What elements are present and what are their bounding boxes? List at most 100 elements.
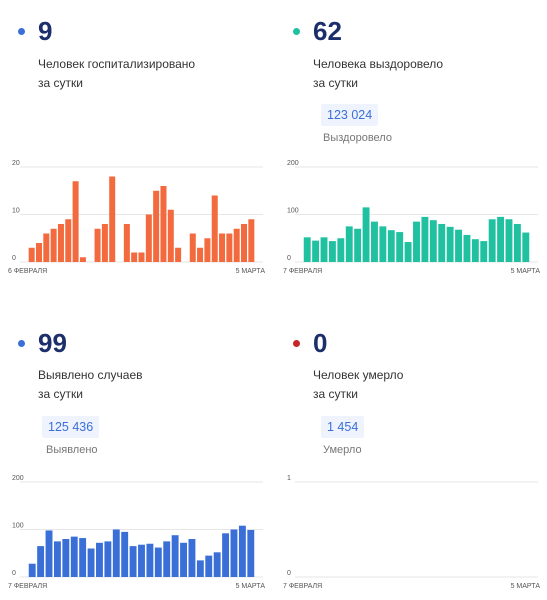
daily-description: Выявлено случаев за сутки xyxy=(38,366,258,404)
bar xyxy=(160,186,167,262)
bar xyxy=(248,219,255,262)
bar xyxy=(189,233,196,262)
bar xyxy=(167,209,174,262)
bar xyxy=(57,224,64,262)
daily-bar-chart: 0 100 200 7 ФЕВРАЛЯ 5 МАРТА xyxy=(283,160,541,275)
bar xyxy=(222,533,230,577)
y-tick-label: 200 xyxy=(287,160,299,167)
bar xyxy=(96,542,103,577)
bar xyxy=(196,560,204,577)
bar xyxy=(226,233,233,262)
total-count: 123 024 xyxy=(321,104,379,126)
bar xyxy=(45,530,53,577)
daily-value: 62 xyxy=(313,16,342,46)
bar xyxy=(153,190,160,262)
bar xyxy=(104,541,112,577)
x-end-label: 5 МАРТА xyxy=(236,583,266,590)
bar xyxy=(387,230,395,262)
bar xyxy=(145,214,152,262)
bar xyxy=(429,220,437,262)
bar xyxy=(121,531,129,577)
bar xyxy=(43,233,50,262)
daily-bar-chart: 0 10 20 6 ФЕВРАЛЯ 5 МАРТА xyxy=(8,160,265,275)
status-dot xyxy=(293,340,300,347)
y-tick-label: 100 xyxy=(287,208,299,215)
description-line-1: Выявлено случаев xyxy=(38,368,143,382)
bar xyxy=(345,226,353,262)
bar xyxy=(109,176,116,262)
y-tick-label: 0 xyxy=(12,255,16,262)
daily-description: Человек умерло за сутки xyxy=(313,366,533,404)
bar xyxy=(163,541,171,577)
bar xyxy=(204,238,211,262)
description-line-2: за сутки xyxy=(313,76,358,90)
status-dot xyxy=(18,340,25,347)
daily-bar-chart: 0 1 7 ФЕВРАЛЯ 5 МАРТА xyxy=(283,475,540,590)
bar xyxy=(205,555,213,577)
status-dot xyxy=(293,28,300,35)
total-label: Выявлено xyxy=(46,444,98,456)
bar xyxy=(230,529,238,577)
bar xyxy=(129,546,137,577)
bar xyxy=(219,233,226,262)
bar xyxy=(101,224,108,262)
description-line-2: за сутки xyxy=(38,387,83,401)
bar xyxy=(413,221,420,262)
bar xyxy=(175,247,182,262)
bar xyxy=(513,224,521,262)
bar xyxy=(404,242,412,262)
bar xyxy=(211,195,218,262)
bar xyxy=(463,234,471,262)
total-count: 125 436 xyxy=(42,416,100,438)
bar xyxy=(197,247,204,262)
bar xyxy=(446,226,454,262)
bar xyxy=(233,228,240,262)
x-start-label: 7 ФЕВРАЛЯ xyxy=(283,268,322,275)
bar xyxy=(247,529,255,577)
description-line-1: Человек госпитализировано xyxy=(38,57,196,71)
bar xyxy=(154,547,162,577)
bar xyxy=(488,219,496,262)
bar xyxy=(328,241,336,262)
bar xyxy=(188,539,196,577)
x-start-label: 7 ФЕВРАЛЯ xyxy=(8,583,47,590)
x-start-label: 6 ФЕВРАЛЯ xyxy=(8,268,47,275)
bar xyxy=(241,224,248,262)
bar xyxy=(312,240,320,262)
bar xyxy=(480,241,488,262)
y-tick-label: 0 xyxy=(12,570,16,577)
bar xyxy=(70,536,78,577)
bar xyxy=(65,219,72,262)
bar xyxy=(421,216,429,262)
x-end-label: 5 МАРТА xyxy=(511,268,541,275)
bar xyxy=(138,544,145,577)
bar xyxy=(505,219,513,262)
total-label: Умерло xyxy=(323,444,362,456)
bar xyxy=(35,243,42,262)
description-line-1: Человека выздоровело xyxy=(313,57,444,71)
stat-panel-detected: 99 Выявлено случаев за сутки 125 436 Выя… xyxy=(0,300,272,600)
total-count: 1 454 xyxy=(321,416,365,438)
bar xyxy=(455,229,462,262)
bar xyxy=(337,238,345,262)
bar xyxy=(362,207,370,262)
y-tick-label: 0 xyxy=(287,255,291,262)
bar xyxy=(37,546,45,577)
status-dot xyxy=(18,28,25,35)
bar xyxy=(87,548,95,577)
bar xyxy=(138,252,145,262)
bar xyxy=(354,228,362,262)
daily-bar-chart: 0 100 200 7 ФЕВРАЛЯ 5 МАРТА xyxy=(8,475,266,590)
description-line-2: за сутки xyxy=(313,387,358,401)
daily-value: 9 xyxy=(38,16,53,46)
stat-panel-recovered: 62 Человека выздоровело за сутки 123 024… xyxy=(275,0,547,300)
daily-description: Человека выздоровело за сутки xyxy=(313,55,533,93)
bar xyxy=(471,239,479,262)
daily-description: Человек госпитализировано за сутки xyxy=(38,55,258,93)
daily-value: 99 xyxy=(38,328,67,358)
bar xyxy=(50,228,57,262)
bar xyxy=(213,552,221,577)
stat-panel-hospitalized: 9 Человек госпитализировано за сутки 0 10… xyxy=(0,0,272,300)
bar xyxy=(396,232,404,262)
daily-value: 0 xyxy=(313,328,328,358)
